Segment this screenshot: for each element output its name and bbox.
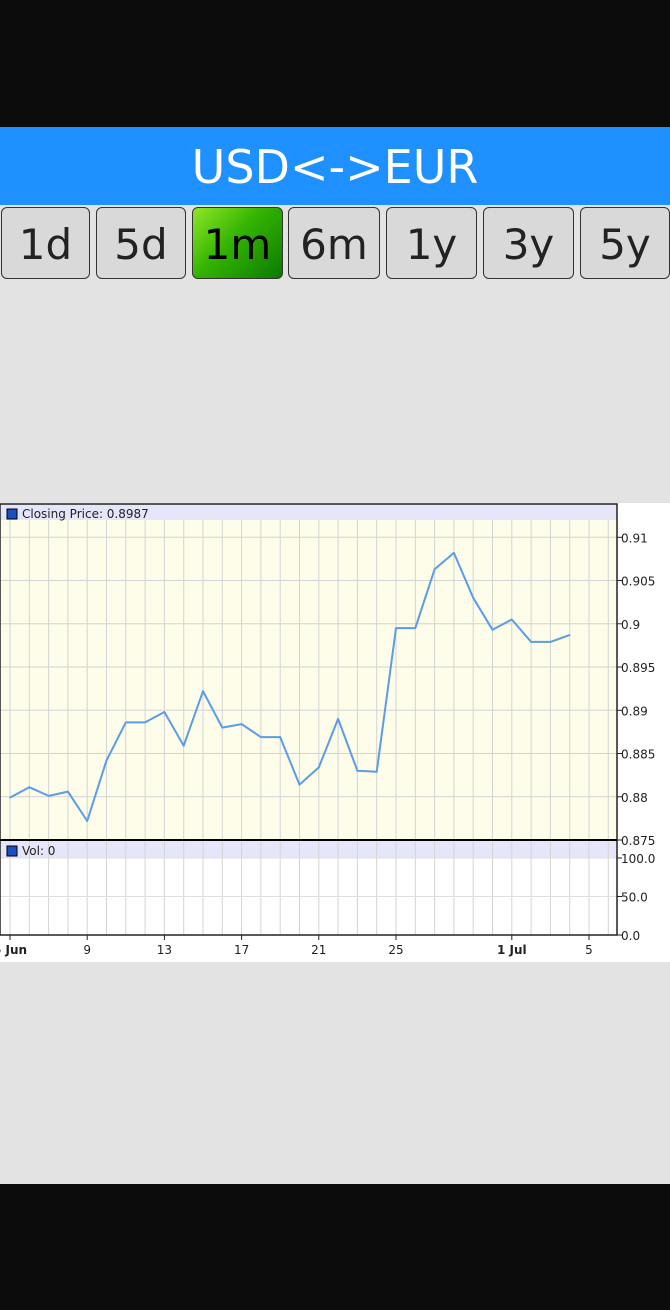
price-legend-swatch bbox=[6, 508, 18, 520]
volume-legend-swatch bbox=[6, 845, 18, 857]
x-tick-label: 17 bbox=[234, 943, 249, 957]
chart-svg: 0.875 0.88 0.885 0.89 0.895 0.9 0.905 0.91 0.0 50… bbox=[0, 503, 655, 957]
price-plot-area bbox=[0, 504, 617, 840]
data-point bbox=[318, 766, 320, 769]
volume-legend: Vol: 0 bbox=[22, 844, 55, 858]
data-point bbox=[144, 721, 146, 724]
y-tick-label: 0.875 bbox=[621, 834, 655, 848]
data-point bbox=[453, 552, 455, 554]
data-point bbox=[356, 770, 359, 772]
exchange-rate-chart: 0.875 0.88 0.885 0.89 0.895 0.9 0.905 0.91 0.0 50… bbox=[0, 503, 670, 962]
data-point bbox=[221, 726, 224, 729]
data-point bbox=[298, 783, 301, 786]
data-point bbox=[530, 641, 532, 643]
closing-price-line bbox=[9, 551, 571, 822]
x-tick-label: 25 bbox=[388, 943, 403, 957]
x-tick-label: 5 bbox=[585, 943, 593, 957]
x-tick-label: 5 Jun bbox=[0, 943, 27, 957]
data-point bbox=[472, 597, 475, 599]
data-point bbox=[511, 618, 513, 621]
status-bar bbox=[0, 0, 670, 127]
tab-1d[interactable]: 1d bbox=[1, 207, 90, 279]
data-point bbox=[125, 721, 127, 724]
page-title: USD<->EUR bbox=[0, 127, 670, 205]
x-tick-label: 1 Jul bbox=[497, 943, 527, 957]
volume-legend-strip bbox=[0, 841, 617, 858]
data-point bbox=[28, 786, 31, 789]
data-point bbox=[375, 770, 378, 773]
y-tick-label: 0.905 bbox=[621, 575, 655, 589]
tab-5d[interactable]: 5d bbox=[96, 207, 186, 279]
navigation-bar bbox=[0, 1184, 670, 1310]
tab-1m[interactable]: 1m bbox=[192, 207, 283, 279]
y-tick-label: 0.9 bbox=[621, 618, 640, 632]
y-tick-label: 0.88 bbox=[621, 791, 648, 805]
y-tick-label: 0.895 bbox=[621, 661, 655, 675]
axis-ticks: 0.875 0.88 0.885 0.89 0.895 0.9 0.905 0.91 0.0 50… bbox=[0, 531, 655, 957]
data-point bbox=[260, 736, 262, 738]
tab-5y[interactable]: 5y bbox=[580, 207, 670, 279]
data-point bbox=[202, 690, 204, 693]
data-point bbox=[395, 627, 397, 629]
volume-tick-label: 100.0 bbox=[621, 852, 655, 866]
tab-3y[interactable]: 3y bbox=[483, 207, 574, 279]
x-tick-label: 13 bbox=[157, 943, 172, 957]
data-point bbox=[86, 820, 88, 822]
data-point bbox=[337, 718, 339, 720]
data-point bbox=[163, 711, 166, 713]
data-point bbox=[240, 723, 243, 725]
data-point bbox=[105, 759, 108, 762]
chart-frame bbox=[0, 503, 618, 936]
price-legend: Closing Price: 0.8987 bbox=[22, 507, 149, 521]
data-point bbox=[568, 634, 571, 636]
y-tick-label: 0.885 bbox=[621, 748, 655, 762]
price-legend-strip bbox=[0, 504, 617, 520]
data-point bbox=[549, 641, 552, 643]
data-point bbox=[279, 736, 282, 738]
y-tick-label: 0.89 bbox=[621, 704, 648, 718]
tab-1y[interactable]: 1y bbox=[386, 207, 477, 279]
data-point bbox=[433, 568, 436, 571]
x-tick-label: 21 bbox=[311, 943, 326, 957]
data-point bbox=[182, 744, 185, 747]
range-tabs: 1d 5d 1m 6m 1y 3y 5y bbox=[0, 206, 670, 282]
tab-6m[interactable]: 6m bbox=[288, 207, 380, 279]
x-tick-label: 9 bbox=[83, 943, 91, 957]
data-point bbox=[9, 796, 11, 799]
data-point bbox=[47, 795, 50, 797]
data-points bbox=[9, 552, 571, 822]
volume-tick-label: 50.0 bbox=[621, 891, 648, 905]
volume-tick-label: 0.0 bbox=[621, 929, 640, 943]
data-point bbox=[67, 790, 69, 793]
data-point bbox=[414, 627, 417, 629]
y-tick-label: 0.91 bbox=[621, 531, 648, 545]
data-point bbox=[491, 629, 494, 631]
